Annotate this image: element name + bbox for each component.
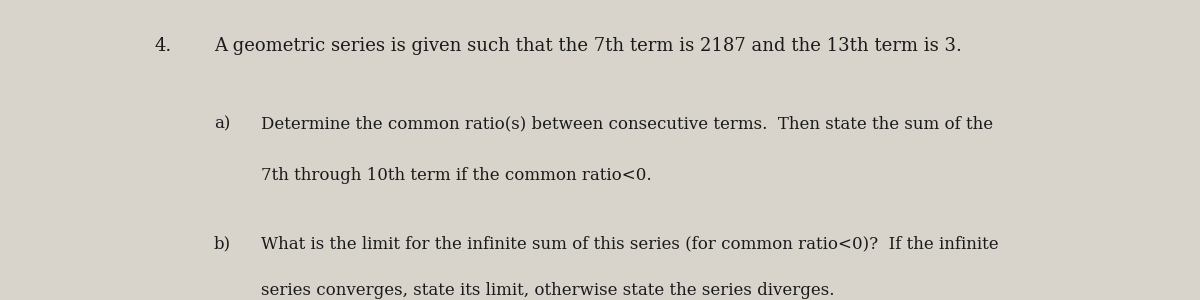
Text: A geometric series is given such that the 7th term is 2187 and the 13th term is : A geometric series is given such that th… bbox=[214, 38, 961, 56]
Text: b): b) bbox=[214, 236, 230, 253]
Text: 7th through 10th term if the common ratio<0.: 7th through 10th term if the common rati… bbox=[262, 167, 652, 184]
Text: 4.: 4. bbox=[155, 38, 172, 56]
Text: a): a) bbox=[214, 115, 230, 132]
Text: series converges, state its limit, otherwise state the series diverges.: series converges, state its limit, other… bbox=[262, 282, 835, 299]
Text: Determine the common ratio(s) between consecutive terms.  Then state the sum of : Determine the common ratio(s) between co… bbox=[262, 115, 994, 132]
Text: What is the limit for the infinite sum of this series (for common ratio<0)?  If : What is the limit for the infinite sum o… bbox=[262, 236, 998, 253]
